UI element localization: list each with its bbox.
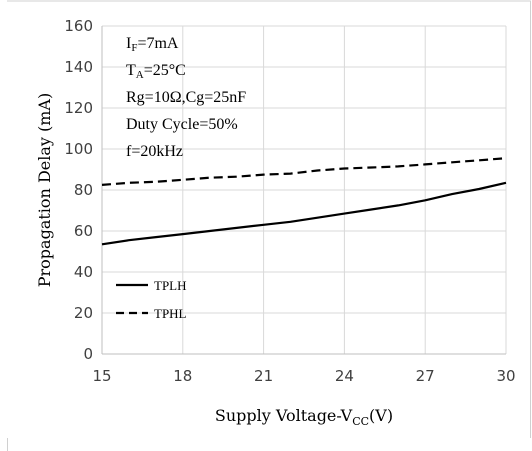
x-tick-label: 27 [416, 367, 435, 385]
y-tick-label: 40 [74, 263, 93, 281]
y-tick-label: 60 [74, 222, 93, 240]
series-layer [101, 157, 507, 246]
conditions-annotation: IF=7mA TA=25°C Rg=10Ω,Cg=25nF Duty Cycle=50… [126, 35, 246, 160]
x-axis-label: Supply Voltage-VCC(V) [215, 406, 393, 428]
grid-layer [102, 25, 507, 354]
condition-text: TA=25°C [126, 62, 186, 81]
axis-layer: 0 20 40 60 80 100 120 140 160 15 18 21 24 27 30 [64, 17, 515, 385]
y-tick-label: 100 [64, 140, 93, 158]
x-tick-label: 15 [92, 367, 111, 385]
condition-text: Rg=10Ω,Cg=25nF [126, 89, 246, 106]
condition-text: f=20kHz [126, 143, 183, 160]
y-tick-label: 0 [83, 345, 93, 363]
legend: TPLH TPHL [116, 278, 187, 321]
y-tick-label: 120 [64, 99, 93, 117]
x-tick-label: 24 [335, 367, 354, 385]
y-axis-label: Propagation Delay (mA) [35, 93, 54, 287]
x-tick-label: 30 [496, 367, 515, 385]
condition-text: IF=7mA [126, 35, 179, 54]
legend-label-tplh: TPLH [154, 278, 187, 293]
y-tick-label: 160 [64, 17, 93, 35]
series-line-tplh [101, 181, 507, 246]
y-tick-label: 20 [74, 304, 93, 322]
legend-label-tphl: TPHL [154, 306, 187, 321]
x-tick-label: 18 [173, 367, 192, 385]
y-tick-label: 80 [74, 181, 93, 199]
y-tick-label: 140 [64, 58, 93, 76]
series-line-tphl [101, 157, 507, 186]
x-tick-label: 21 [254, 367, 273, 385]
condition-text: Duty Cycle=50% [126, 116, 238, 133]
